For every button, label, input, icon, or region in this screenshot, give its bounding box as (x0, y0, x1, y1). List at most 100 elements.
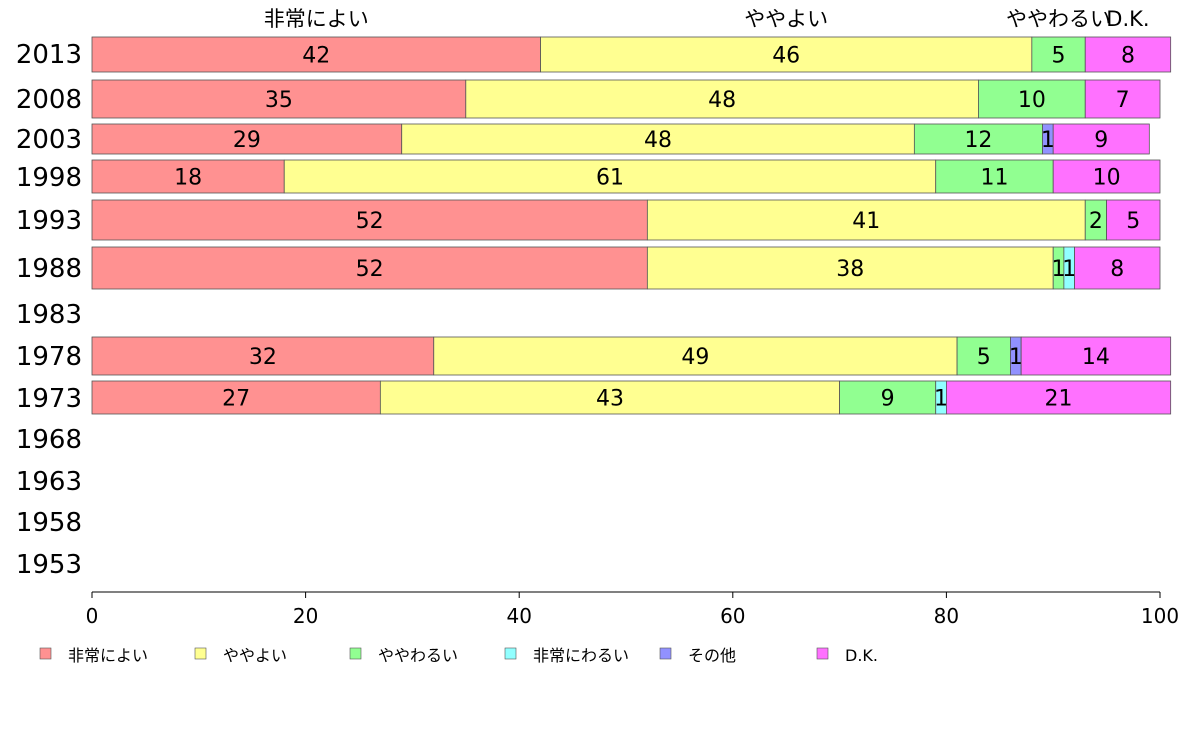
y-tick-label-2013: 2013 (16, 40, 82, 70)
y-tick-label-1963: 1963 (16, 467, 82, 497)
y-tick-label-1993: 1993 (16, 206, 82, 236)
data-label-1993-series-2: 2 (1089, 209, 1103, 234)
bar-1993-series-5 (1106, 199, 1161, 241)
data-label-2003-series-5: 9 (1094, 128, 1108, 153)
legend-swatch-2 (349, 647, 362, 660)
data-label-2003-series-2: 12 (964, 128, 992, 153)
bar-1998-series-5 (1052, 159, 1161, 194)
y-tick-label-2003: 2003 (16, 125, 82, 155)
bar-2003-series-5 (1052, 123, 1150, 155)
data-label-1988-series-5: 8 (1110, 257, 1124, 282)
data-label-1993-series-1: 41 (852, 209, 880, 234)
x-tick-label-5: 100 (1141, 604, 1179, 628)
data-label-1998-series-5: 10 (1093, 166, 1121, 191)
data-label-2008-series-0: 35 (265, 88, 293, 113)
legend-swatch-0 (39, 647, 52, 660)
legend-label-3: 非常にわるい (533, 646, 629, 665)
bar-2013-series-1 (540, 36, 1033, 73)
legend-swatch-5 (816, 647, 829, 660)
legend-swatch-3 (504, 647, 517, 660)
data-label-2013-series-1: 46 (772, 44, 800, 69)
y-tick-label-1978: 1978 (16, 342, 82, 372)
y-tick-label-2008: 2008 (16, 85, 82, 115)
top-label-series-2: ややわるい (1006, 7, 1111, 31)
legend-label-4: その他 (688, 646, 736, 665)
bar-2003-series-0 (91, 123, 403, 155)
data-label-2003-series-0: 29 (233, 128, 261, 153)
data-label-1988-series-3: 1 (1062, 257, 1076, 282)
data-label-1973-series-1: 43 (596, 387, 624, 412)
bar-1988-series-5 (1074, 246, 1161, 290)
bar-1978-series-0 (91, 336, 435, 376)
bar-2013-series-5 (1084, 36, 1172, 73)
data-label-2013-series-0: 42 (302, 44, 330, 69)
top-label-series-5: D.K. (1106, 7, 1149, 31)
data-label-1978-series-4: 1 (1009, 345, 1023, 370)
data-label-2008-series-2: 10 (1018, 88, 1046, 113)
y-tick-label-1988: 1988 (16, 254, 82, 284)
legend-label-1: ややよい (223, 646, 287, 665)
data-label-2013-series-2: 5 (1052, 44, 1066, 69)
top-label-series-1: ややよい (744, 7, 828, 31)
bar-1978-series-2 (956, 336, 1011, 376)
data-label-1993-series-5: 5 (1126, 209, 1140, 234)
data-label-1973-series-3: 1 (934, 387, 948, 412)
bar-2013-series-2 (1031, 36, 1086, 73)
y-tick-label-1983: 1983 (16, 300, 82, 330)
data-label-1973-series-0: 27 (222, 387, 250, 412)
x-tick-label-1: 20 (293, 604, 318, 628)
data-label-1993-series-0: 52 (356, 209, 384, 234)
data-label-1998-series-2: 11 (980, 166, 1008, 191)
bar-2008-series-0 (91, 79, 467, 119)
bar-1988-series-0 (91, 246, 648, 290)
data-label-1988-series-1: 38 (836, 257, 864, 282)
x-tick-label-4: 80 (934, 604, 959, 628)
data-label-2008-series-5: 7 (1116, 88, 1130, 113)
data-label-1988-series-2: 1 (1052, 257, 1066, 282)
bar-1998-series-2 (935, 159, 1054, 194)
bar-2008-series-1 (465, 79, 979, 119)
bar-1978-series-1 (433, 336, 958, 376)
data-label-1978-series-0: 32 (249, 345, 277, 370)
bar-1998-series-0 (91, 159, 285, 194)
data-label-1978-series-5: 14 (1082, 345, 1110, 370)
legend-label-2: ややわるい (378, 646, 458, 665)
y-tick-label-1953: 1953 (16, 550, 82, 580)
data-label-1988-series-0: 52 (356, 257, 384, 282)
data-label-2003-series-4: 1 (1041, 128, 1055, 153)
legend-label-0: 非常によい (68, 646, 148, 665)
bar-1998-series-1 (283, 159, 937, 194)
top-label-series-0: 非常によい (264, 7, 369, 31)
bar-1973-series-1 (379, 380, 840, 415)
x-tick-label-2: 40 (506, 604, 531, 628)
legend-swatch-1 (194, 647, 207, 660)
legend-label-5: D.K. (845, 646, 878, 665)
data-label-1973-series-5: 21 (1045, 387, 1073, 412)
data-label-1978-series-2: 5 (977, 345, 991, 370)
y-tick-label-1998: 1998 (16, 163, 82, 193)
bar-2013-series-0 (91, 36, 541, 73)
bar-1973-series-2 (839, 380, 937, 415)
data-label-1978-series-1: 49 (681, 345, 709, 370)
data-label-1998-series-0: 18 (174, 166, 202, 191)
data-label-2003-series-1: 48 (644, 128, 672, 153)
y-tick-label-1958: 1958 (16, 508, 82, 538)
bar-2008-series-5 (1084, 79, 1161, 119)
bar-1993-series-1 (646, 199, 1086, 241)
bar-1973-series-5 (946, 380, 1172, 415)
x-tick-label-3: 60 (720, 604, 745, 628)
bar-1978-series-5 (1020, 336, 1172, 376)
bar-2003-series-1 (401, 123, 915, 155)
x-tick-label-0: 0 (86, 604, 99, 628)
y-tick-label-1973: 1973 (16, 384, 82, 414)
y-tick-label-1968: 1968 (16, 425, 82, 455)
bar-1973-series-0 (91, 380, 381, 415)
data-label-1998-series-1: 61 (596, 166, 624, 191)
data-label-2013-series-5: 8 (1121, 44, 1135, 69)
legend-swatch-4 (659, 647, 672, 660)
bar-2008-series-2 (978, 79, 1086, 119)
data-label-2008-series-1: 48 (708, 88, 736, 113)
data-label-1973-series-2: 9 (881, 387, 895, 412)
